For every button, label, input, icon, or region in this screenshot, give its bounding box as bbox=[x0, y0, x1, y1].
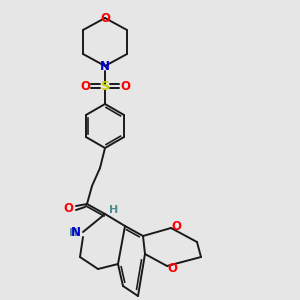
Text: O: O bbox=[171, 220, 181, 232]
Text: H: H bbox=[110, 205, 118, 215]
Text: H: H bbox=[69, 228, 77, 238]
Text: O: O bbox=[63, 202, 73, 215]
Text: N: N bbox=[71, 226, 81, 239]
Text: N: N bbox=[100, 59, 110, 73]
Text: O: O bbox=[100, 11, 110, 25]
Text: O: O bbox=[167, 262, 177, 275]
Text: O: O bbox=[120, 80, 130, 92]
Text: O: O bbox=[80, 80, 90, 92]
Text: S: S bbox=[100, 80, 109, 92]
